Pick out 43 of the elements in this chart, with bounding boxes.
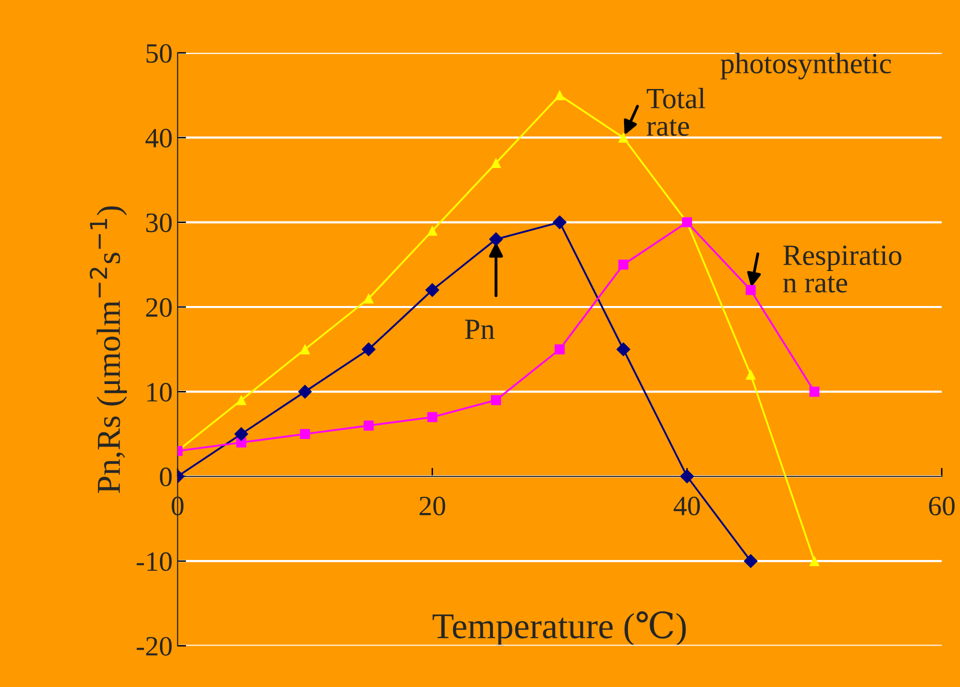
point [427,412,438,422]
point [616,342,630,356]
point [300,344,310,354]
point [618,132,628,143]
point [236,395,246,406]
point [744,554,758,568]
point [300,429,310,440]
annotation: Pn [465,320,495,339]
point [298,384,312,399]
point [490,395,502,406]
point [362,342,376,356]
annotation: Respiratio n rate [783,246,902,293]
x-tick-label: 60 [929,496,955,516]
point [746,285,756,296]
annotation: photosynthetic [720,52,891,80]
y-tick-label: 0 [160,468,172,486]
y-axis-title: Pn,Rs (μmolm$^{−2}$s$^{−1}$) [90,206,127,494]
x-tick-label: 20 [420,496,446,516]
x-tick-label: 40 [674,496,700,516]
point [364,420,374,431]
y-tick-label: -10 [136,552,172,571]
point [809,386,820,397]
point [425,283,440,297]
y-tick-label: 50 [146,44,172,63]
point [234,427,248,441]
point [552,215,567,230]
point [746,370,756,380]
annotation: Total rate [646,88,706,136]
point [554,344,565,354]
y-tick-label: 30 [146,213,172,232]
y-tick-label: 40 [146,128,172,148]
point [427,226,438,236]
y-tick-label: 10 [147,382,172,402]
point [364,294,374,304]
point [680,469,694,484]
x-axis-title: Temperature (℃) [432,611,686,646]
point [809,556,820,566]
y-tick-label: -20 [136,636,172,656]
point [554,90,565,100]
point [618,260,628,270]
point [489,232,503,246]
y-tick-label: 20 [146,298,172,317]
point [490,158,502,168]
